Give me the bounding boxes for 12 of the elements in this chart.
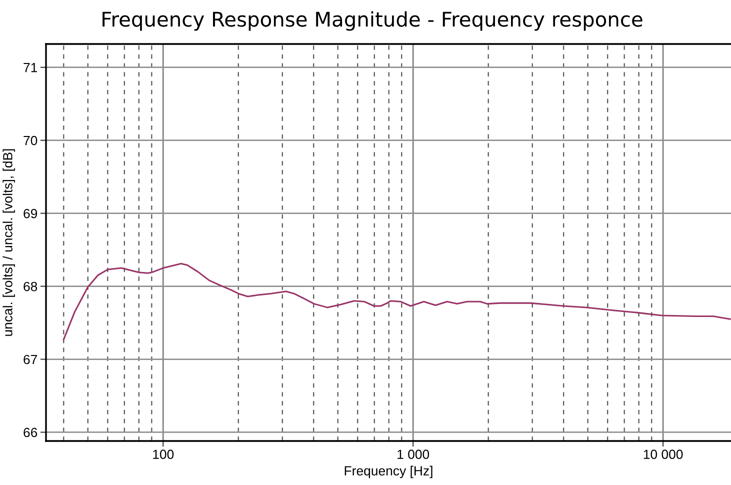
y-tick-label: 69 xyxy=(24,208,38,218)
x-tick-label: 100 xyxy=(153,450,174,460)
y-axis-title: uncal. [volts] / uncal. [volts], [dB] xyxy=(2,149,15,336)
y-tick-label: 70 xyxy=(24,136,38,146)
y-tick-label: 68 xyxy=(24,282,38,292)
x-tick-label: 10 000 xyxy=(644,450,683,460)
x-tick-label: 1 000 xyxy=(398,450,430,460)
x-axis-title: Frequency [Hz] xyxy=(344,466,432,478)
y-tick-label: 71 xyxy=(24,63,38,72)
y-tick-label: 67 xyxy=(24,354,38,364)
y-tick-label: 66 xyxy=(24,428,38,438)
chart-title: Frequency Response Magnitude - Frequency responce xyxy=(102,11,642,31)
